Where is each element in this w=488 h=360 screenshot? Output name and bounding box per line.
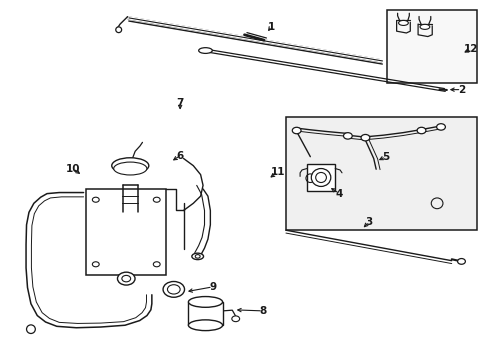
- Ellipse shape: [26, 325, 35, 333]
- Circle shape: [92, 262, 99, 267]
- Circle shape: [343, 133, 351, 139]
- Ellipse shape: [188, 320, 222, 330]
- Circle shape: [231, 316, 239, 321]
- Circle shape: [457, 258, 465, 264]
- Circle shape: [360, 134, 369, 141]
- Ellipse shape: [198, 48, 212, 53]
- Text: 1: 1: [267, 22, 274, 32]
- Text: 2: 2: [457, 85, 464, 95]
- Ellipse shape: [112, 158, 148, 174]
- Circle shape: [122, 275, 130, 282]
- Text: 11: 11: [270, 167, 285, 177]
- Text: 6: 6: [176, 150, 183, 161]
- Ellipse shape: [419, 24, 429, 30]
- Circle shape: [117, 272, 135, 285]
- Text: 12: 12: [463, 44, 478, 54]
- Ellipse shape: [188, 297, 222, 307]
- Circle shape: [436, 124, 445, 130]
- Circle shape: [163, 282, 184, 297]
- Ellipse shape: [116, 27, 122, 33]
- Ellipse shape: [311, 168, 330, 186]
- Ellipse shape: [398, 21, 407, 26]
- Ellipse shape: [191, 253, 203, 260]
- Ellipse shape: [114, 162, 146, 175]
- Text: 10: 10: [65, 163, 80, 174]
- Bar: [86, 189, 166, 275]
- Circle shape: [167, 285, 180, 294]
- Circle shape: [195, 255, 200, 258]
- Circle shape: [153, 262, 160, 267]
- Bar: [306, 164, 334, 191]
- Text: 9: 9: [209, 282, 216, 292]
- Circle shape: [92, 197, 99, 202]
- Circle shape: [416, 127, 425, 134]
- Circle shape: [153, 197, 160, 202]
- Bar: [386, 10, 476, 83]
- Ellipse shape: [315, 172, 326, 183]
- Text: 3: 3: [365, 217, 372, 227]
- Bar: [285, 117, 476, 230]
- Text: 4: 4: [335, 189, 343, 199]
- Text: 7: 7: [176, 98, 183, 108]
- Text: 5: 5: [382, 152, 389, 162]
- Bar: [188, 302, 222, 325]
- Text: 8: 8: [259, 306, 266, 316]
- Circle shape: [292, 127, 301, 134]
